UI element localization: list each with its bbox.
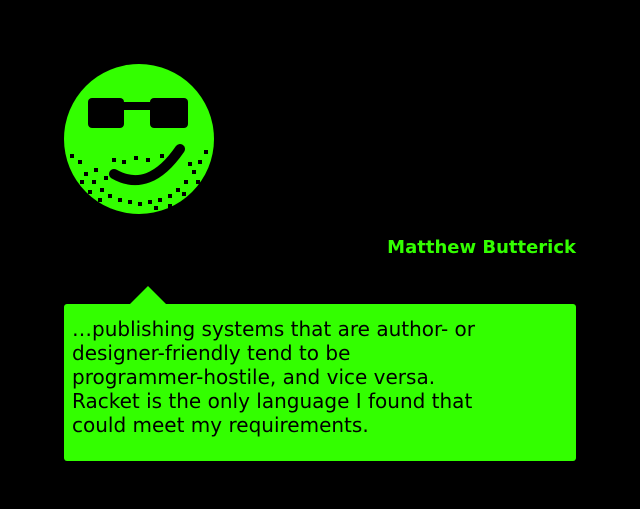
smile-mouth bbox=[109, 144, 185, 186]
quote-bubble: …publishing systems that are author- or … bbox=[64, 286, 576, 461]
quote-text: …publishing systems that are author- or … bbox=[72, 317, 475, 437]
smiley-sunglasses-icon bbox=[64, 64, 214, 214]
face-circle bbox=[64, 64, 214, 214]
stubble-dots bbox=[70, 150, 208, 210]
sunglasses-icon bbox=[88, 98, 188, 128]
author-name: Matthew Butterick bbox=[387, 237, 576, 258]
